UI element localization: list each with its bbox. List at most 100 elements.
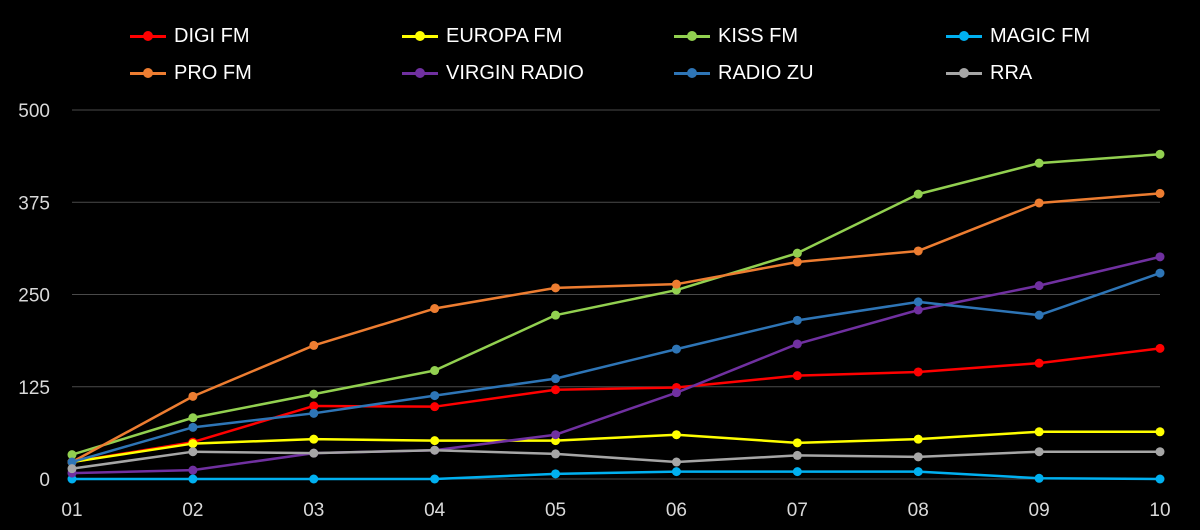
data-point <box>551 283 561 293</box>
data-point <box>188 474 198 484</box>
x-tick-label: 04 <box>424 500 446 521</box>
x-tick-label: 05 <box>545 500 566 521</box>
data-point <box>309 448 319 458</box>
data-point <box>1155 149 1165 159</box>
data-point <box>430 366 440 376</box>
data-point <box>792 257 802 267</box>
legend-label: RRA <box>990 61 1033 84</box>
series-europa-fm <box>67 427 1165 467</box>
legend-swatch <box>946 62 982 84</box>
data-point <box>913 452 923 462</box>
legend-item: RRA <box>946 62 1032 84</box>
legend-swatch <box>946 25 982 47</box>
x-tick-label: 10 <box>1149 500 1170 521</box>
series-line <box>71 271 1161 464</box>
data-point <box>792 450 802 460</box>
series-digi-fm <box>67 343 1165 467</box>
data-point <box>792 248 802 258</box>
y-tick-label: 0 <box>39 470 50 491</box>
data-point <box>67 450 77 460</box>
legend-swatch <box>402 62 438 84</box>
legend-swatch-dot <box>687 31 697 41</box>
data-point <box>792 371 802 381</box>
data-point <box>671 457 681 467</box>
data-point <box>913 434 923 444</box>
data-point <box>1034 281 1044 291</box>
series-pro-fm <box>67 188 1165 467</box>
legend-label: KISS FM <box>718 24 799 47</box>
series-line <box>71 430 1160 464</box>
legend-label: MAGIC FM <box>990 24 1090 47</box>
data-point <box>671 279 681 289</box>
legend-item: RADIO ZU <box>674 62 814 84</box>
data-point <box>309 389 319 399</box>
data-point <box>309 474 319 484</box>
series-line <box>71 153 1161 456</box>
data-point <box>1155 188 1165 198</box>
data-point <box>188 447 198 457</box>
data-point <box>913 189 923 199</box>
series-magic-fm <box>67 467 1165 484</box>
data-point <box>551 310 561 320</box>
data-point <box>430 474 440 484</box>
data-point <box>188 465 198 475</box>
legend-label: EUROPA FM <box>446 24 563 47</box>
x-tick-label: 06 <box>666 500 687 521</box>
x-tick-label: 03 <box>303 500 324 521</box>
legend-swatch-dot <box>415 31 425 41</box>
series-line <box>71 192 1161 464</box>
data-point <box>913 246 923 256</box>
series-lines <box>67 149 1165 484</box>
y-tick-label: 375 <box>18 193 50 214</box>
series-line <box>71 448 1160 470</box>
data-point <box>1155 474 1165 484</box>
legend-swatch <box>130 62 166 84</box>
legend-item: EUROPA FM <box>402 25 562 47</box>
data-point <box>792 339 802 349</box>
data-point <box>1034 158 1044 168</box>
data-point <box>671 344 681 354</box>
data-point <box>1155 268 1165 278</box>
legend-swatch-dot <box>959 68 969 78</box>
x-tick-label: 02 <box>182 500 203 521</box>
data-point <box>551 430 561 440</box>
legend-label: RADIO ZU <box>718 61 814 84</box>
series-line <box>71 347 1161 464</box>
legend-item: VIRGIN RADIO <box>402 62 584 84</box>
legend-label: DIGI FM <box>174 24 250 47</box>
data-point <box>1034 310 1044 320</box>
data-point <box>1034 358 1044 368</box>
series-line <box>72 470 1161 481</box>
legend-swatch-dot <box>143 68 153 78</box>
data-point <box>671 467 681 477</box>
series-line <box>71 255 1161 475</box>
data-point <box>430 436 440 446</box>
data-point <box>913 305 923 315</box>
data-point <box>67 457 77 467</box>
series-radio-zu <box>67 268 1165 467</box>
data-point <box>430 402 440 412</box>
data-point <box>188 422 198 432</box>
data-point <box>913 297 923 307</box>
legend-swatch-dot <box>143 31 153 41</box>
data-point <box>188 391 198 401</box>
legend-swatch-dot <box>415 68 425 78</box>
data-point <box>188 413 198 423</box>
legend-item: MAGIC FM <box>946 25 1090 47</box>
data-point <box>913 467 923 477</box>
y-tick-label: 500 <box>18 101 50 122</box>
data-point <box>1034 447 1044 457</box>
legend-label: PRO FM <box>174 61 252 84</box>
data-point <box>309 434 319 444</box>
data-point <box>792 467 802 477</box>
data-point <box>551 385 561 395</box>
data-point <box>309 408 319 418</box>
data-point <box>792 438 802 448</box>
series-rra <box>67 445 1165 474</box>
x-tick-label: 01 <box>61 500 82 521</box>
data-point <box>792 315 802 325</box>
data-point <box>1155 343 1165 353</box>
data-point <box>1034 427 1044 437</box>
data-point <box>1034 473 1044 483</box>
